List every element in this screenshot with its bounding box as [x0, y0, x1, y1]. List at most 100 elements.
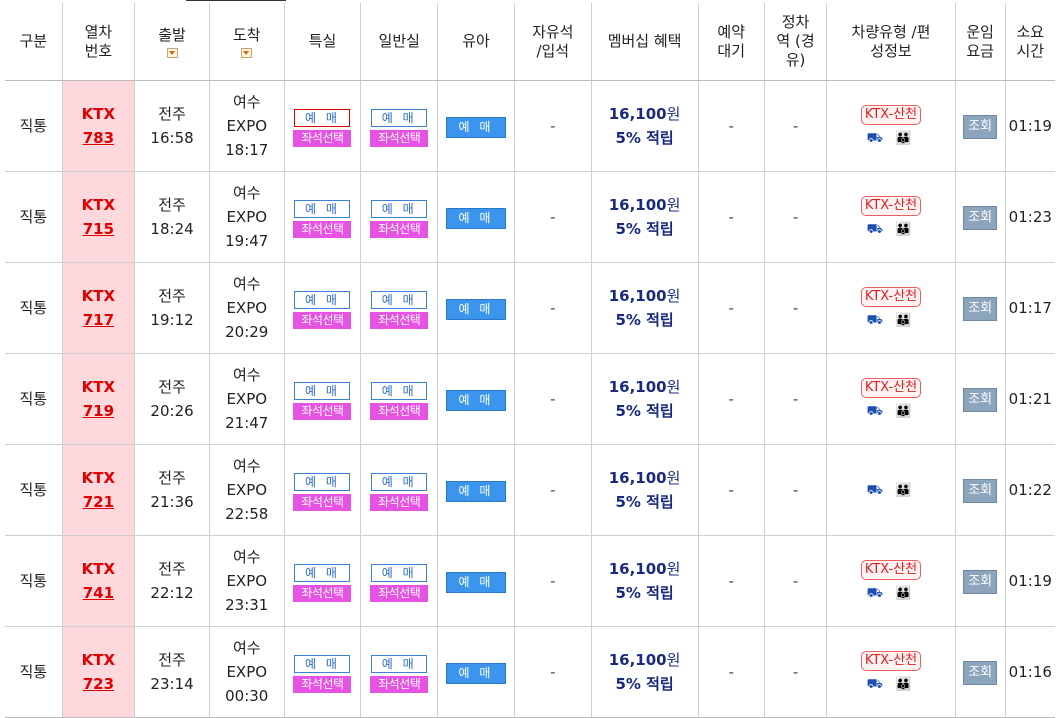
departure-time: 20:26 [150, 402, 194, 420]
economy-buy-button[interactable]: 예 매 [371, 655, 428, 673]
first-class-seat-select-button[interactable]: 좌석선택 [293, 221, 352, 238]
infant-cell: 예 매 [437, 171, 515, 263]
first-class-buy-button[interactable]: 예 매 [294, 291, 351, 309]
train-number-link[interactable]: 783 [82, 129, 115, 147]
fare-query-button[interactable]: 조회 [963, 661, 998, 685]
sort-departure-icon[interactable] [166, 47, 178, 58]
train-type: 직통 [5, 444, 63, 536]
vehicle-composition-icon[interactable]: ⛟ 👪 [866, 313, 916, 328]
duration-time: 01:16 [1008, 663, 1052, 681]
vehicle-composition-icon[interactable]: ⛟ 👪 [866, 404, 916, 419]
header-train-no: 열차 번호 [62, 3, 136, 81]
vehicle-type-cell: KTX-산천 ⛟ 👪 [826, 535, 956, 627]
fare-query-button[interactable]: 조회 [963, 388, 998, 412]
membership-cell: 16,100원 5% 적립 [591, 626, 699, 718]
departure-time: 22:12 [150, 584, 194, 602]
arrival-cell: 여수 EXPO 22:58 [209, 444, 285, 536]
first-class-buy-button[interactable]: 예 매 [294, 473, 351, 491]
infant-buy-button[interactable]: 예 매 [446, 299, 506, 320]
economy-seat-select-button[interactable]: 좌석선택 [370, 585, 429, 602]
first-class-seat-select-button[interactable]: 좌석선택 [293, 403, 352, 420]
arrival-station: 여수 [232, 93, 261, 111]
first-class-buy-button[interactable]: 예 매 [294, 564, 351, 582]
fare-query-button[interactable]: 조회 [963, 115, 998, 139]
economy-buy-button[interactable]: 예 매 [371, 109, 428, 127]
fare-query-button[interactable]: 조회 [963, 570, 998, 594]
economy-seat-select-button[interactable]: 좌석선택 [370, 130, 429, 147]
membership-cell: 16,100원 5% 적립 [591, 80, 699, 172]
ktx-sancheon-badge[interactable]: KTX-산천 [860, 105, 922, 125]
train-number-link[interactable]: 721 [82, 493, 115, 511]
economy-seat-select-button[interactable]: 좌석선택 [370, 403, 429, 420]
vehicle-composition-icon[interactable]: ⛟ 👪 [866, 677, 916, 692]
ktx-sancheon-badge[interactable]: KTX-산천 [860, 196, 922, 216]
economy-seat-select-button[interactable]: 좌석선택 [370, 676, 429, 693]
first-class-buy-button[interactable]: 예 매 [294, 655, 351, 673]
header-infant: 유아 [437, 3, 515, 81]
economy-buy-button[interactable]: 예 매 [371, 564, 428, 582]
vehicle-type-cell: KTX-산천 ⛟ 👪 [826, 626, 956, 718]
ktx-sancheon-badge[interactable]: KTX-산천 [860, 651, 922, 671]
first-class-seat-select-button[interactable]: 좌석선택 [293, 130, 352, 147]
first-class-buy-button[interactable]: 예 매 [294, 109, 351, 127]
first-class-cell: 예 매 좌석선택 [284, 444, 362, 536]
first-class-buy-button[interactable]: 예 매 [294, 382, 351, 400]
first-class-seat-select-button[interactable]: 좌석선택 [293, 676, 352, 693]
economy-cell: 예 매 좌석선택 [360, 262, 439, 354]
points-text: 5% 적립 [615, 129, 674, 147]
economy-cell: 예 매 좌석선택 [360, 626, 439, 718]
arrival-time: 18:17 [225, 141, 269, 159]
reservation-wait-cell: - [698, 171, 765, 263]
fare-query-button[interactable]: 조회 [963, 479, 998, 503]
stop-station-cell: - [764, 626, 828, 718]
first-class-buy-button[interactable]: 예 매 [294, 200, 351, 218]
ktx-sancheon-badge[interactable]: KTX-산천 [860, 287, 922, 307]
vehicle-composition-icon[interactable]: ⛟ 👪 [866, 222, 916, 237]
train-number-link[interactable]: 715 [82, 220, 115, 238]
economy-cell: 예 매 좌석선택 [360, 444, 439, 536]
vehicle-composition-icon[interactable]: ⛟ 👪 [866, 586, 916, 601]
economy-buy-button[interactable]: 예 매 [371, 291, 428, 309]
departure-station: 전주 [158, 105, 186, 123]
header-arrival[interactable]: 도착 [209, 3, 285, 81]
first-class-cell: 예 매 좌석선택 [284, 262, 362, 354]
train-number-link[interactable]: 719 [82, 402, 115, 420]
ktx-sancheon-badge[interactable]: KTX-산천 [860, 378, 922, 398]
fare-query-button[interactable]: 조회 [963, 297, 998, 321]
fare-cell: 조회 [955, 444, 1006, 536]
departure-cell: 전주 23:14 [134, 626, 210, 718]
train-prefix: KTX [81, 287, 116, 305]
arrival-time: 19:47 [225, 232, 269, 250]
first-class-seat-select-button[interactable]: 좌석선택 [293, 312, 352, 329]
first-class-seat-select-button[interactable]: 좌석선택 [293, 494, 352, 511]
economy-seat-select-button[interactable]: 좌석선택 [370, 221, 429, 238]
economy-buy-button[interactable]: 예 매 [371, 473, 428, 491]
economy-buy-button[interactable]: 예 매 [371, 200, 428, 218]
fare-cell: 조회 [955, 626, 1006, 718]
train-number-link[interactable]: 723 [82, 675, 115, 693]
infant-buy-button[interactable]: 예 매 [446, 663, 506, 684]
infant-buy-button[interactable]: 예 매 [446, 572, 506, 593]
infant-buy-button[interactable]: 예 매 [446, 208, 506, 229]
economy-seat-select-button[interactable]: 좌석선택 [370, 312, 429, 329]
arrival-station-2: EXPO [226, 208, 268, 226]
ktx-sancheon-badge[interactable]: KTX-산천 [860, 560, 922, 580]
departure-station: 전주 [158, 651, 186, 669]
infant-buy-button[interactable]: 예 매 [446, 390, 506, 411]
first-class-cell: 예 매 좌석선택 [284, 353, 362, 445]
economy-buy-button[interactable]: 예 매 [371, 382, 428, 400]
train-type: 직통 [5, 535, 63, 627]
infant-buy-button[interactable]: 예 매 [446, 481, 506, 502]
vehicle-composition-icon[interactable]: ⛟ 👪 [866, 131, 916, 146]
first-class-seat-select-button[interactable]: 좌석선택 [293, 585, 352, 602]
fare-query-button[interactable]: 조회 [963, 206, 998, 230]
header-departure[interactable]: 출발 [134, 3, 210, 81]
train-number-link[interactable]: 717 [82, 311, 115, 329]
economy-seat-select-button[interactable]: 좌석선택 [370, 494, 429, 511]
vehicle-composition-icon[interactable]: ⛟ 👪 [866, 483, 916, 498]
train-number-link[interactable]: 741 [82, 584, 115, 602]
infant-buy-button[interactable]: 예 매 [446, 117, 506, 138]
sort-arrival-icon[interactable] [241, 47, 253, 58]
duration-cell: 01:23 [1005, 171, 1055, 263]
price-value: 16,100 [608, 105, 667, 123]
